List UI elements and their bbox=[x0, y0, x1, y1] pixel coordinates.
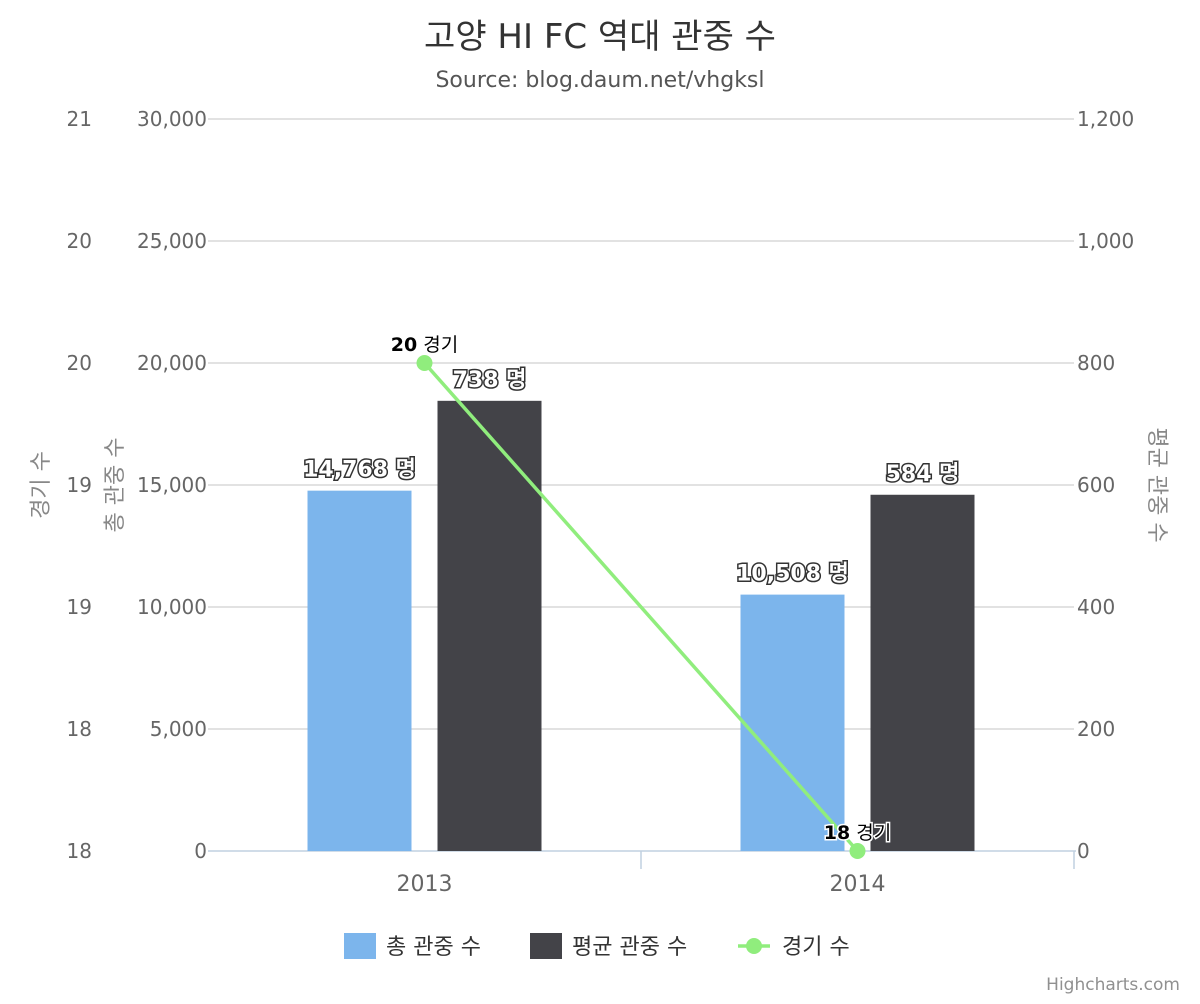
outer-left-axis-tick-label: 21 bbox=[67, 107, 92, 131]
right-axis-tick-label: 600 bbox=[1077, 473, 1115, 497]
outer-left-axis-title: 경기 수 bbox=[29, 451, 54, 519]
bar-data-label: 14,768 명 bbox=[303, 458, 416, 483]
legend-label: 평균 관중 수 bbox=[572, 935, 687, 960]
legend-swatch bbox=[344, 933, 376, 959]
right-axis-title: 평균 관중 수 bbox=[1144, 427, 1169, 542]
chart-subtitle: Source: blog.daum.net/vhgksl bbox=[435, 68, 764, 93]
games-point[interactable] bbox=[416, 355, 433, 371]
legend-item-total[interactable]: 총 관중 수 bbox=[344, 933, 481, 960]
bar-average-attendance[interactable] bbox=[870, 494, 975, 851]
right-axis-tick-label: 200 bbox=[1077, 717, 1115, 741]
right-axis-tick-label: 1,000 bbox=[1077, 229, 1134, 253]
outer-left-axis-tick-label: 19 bbox=[67, 595, 92, 619]
legend-item-average[interactable]: 평균 관중 수 bbox=[530, 933, 687, 960]
left-axis-tick-label: 25,000 bbox=[137, 229, 207, 253]
legend[interactable]: 총 관중 수 평균 관중 수 경기 수 bbox=[344, 933, 850, 960]
line-series bbox=[416, 355, 866, 859]
legend-item-games[interactable]: 경기 수 bbox=[738, 935, 850, 960]
games-line bbox=[423, 361, 859, 853]
outer-left-axis-tick-label: 20 bbox=[67, 229, 92, 253]
outer-left-axis-tick-label: 20 bbox=[67, 351, 92, 375]
left-axis-tick-label: 5,000 bbox=[150, 717, 207, 741]
games-data-label: 18 경기 bbox=[824, 822, 891, 844]
left-axis-tick-label: 15,000 bbox=[137, 473, 207, 497]
data-labels: 14,768 명 738 명 10,508 명 584 명 20 경기 18 경기 bbox=[302, 333, 961, 846]
x-axis-category-label: 2014 bbox=[830, 872, 886, 897]
credits-text[interactable]: Highcharts.com bbox=[1046, 975, 1180, 995]
games-point[interactable] bbox=[849, 843, 866, 859]
outer-left-axis-tick-label: 18 bbox=[67, 717, 92, 741]
bar-data-label: 738 명 bbox=[453, 368, 527, 393]
left-axis-tick-label: 0 bbox=[194, 839, 207, 863]
bar-data-label: 10,508 명 bbox=[736, 562, 849, 587]
right-axis-tick-label: 400 bbox=[1077, 595, 1115, 619]
outer-left-axis-tick-label: 18 bbox=[67, 839, 92, 863]
legend-swatch bbox=[530, 933, 562, 959]
x-axis-category-label: 2013 bbox=[397, 872, 453, 897]
bar-total-attendance[interactable] bbox=[307, 490, 412, 851]
bar-total-attendance[interactable] bbox=[740, 594, 845, 851]
bar-data-label: 584 명 bbox=[886, 462, 960, 487]
bar-average-attendance[interactable] bbox=[437, 400, 542, 851]
right-axis-tick-label: 0 bbox=[1077, 839, 1090, 863]
bar-series bbox=[307, 400, 975, 851]
chart-title: 고양 HI FC 역대 관중 수 bbox=[424, 17, 776, 57]
right-axis-tick-label: 1,200 bbox=[1077, 107, 1134, 131]
games-data-label: 20 경기 bbox=[391, 334, 458, 356]
left-axis-tick-label: 20,000 bbox=[137, 351, 207, 375]
left-axis-tick-label: 10,000 bbox=[137, 595, 207, 619]
legend-marker bbox=[746, 938, 762, 954]
outer-left-axis-tick-label: 19 bbox=[67, 473, 92, 497]
legend-label: 경기 수 bbox=[782, 935, 850, 960]
legend-label: 총 관중 수 bbox=[386, 935, 481, 960]
left-axis-title: 총 관중 수 bbox=[103, 438, 128, 533]
left-axis-tick-label: 30,000 bbox=[137, 107, 207, 131]
axes: 18 0 0 18 5,000 200 19 10,000 400 19 15,000 600 20 20… bbox=[29, 107, 1169, 897]
right-axis-tick-label: 800 bbox=[1077, 351, 1115, 375]
